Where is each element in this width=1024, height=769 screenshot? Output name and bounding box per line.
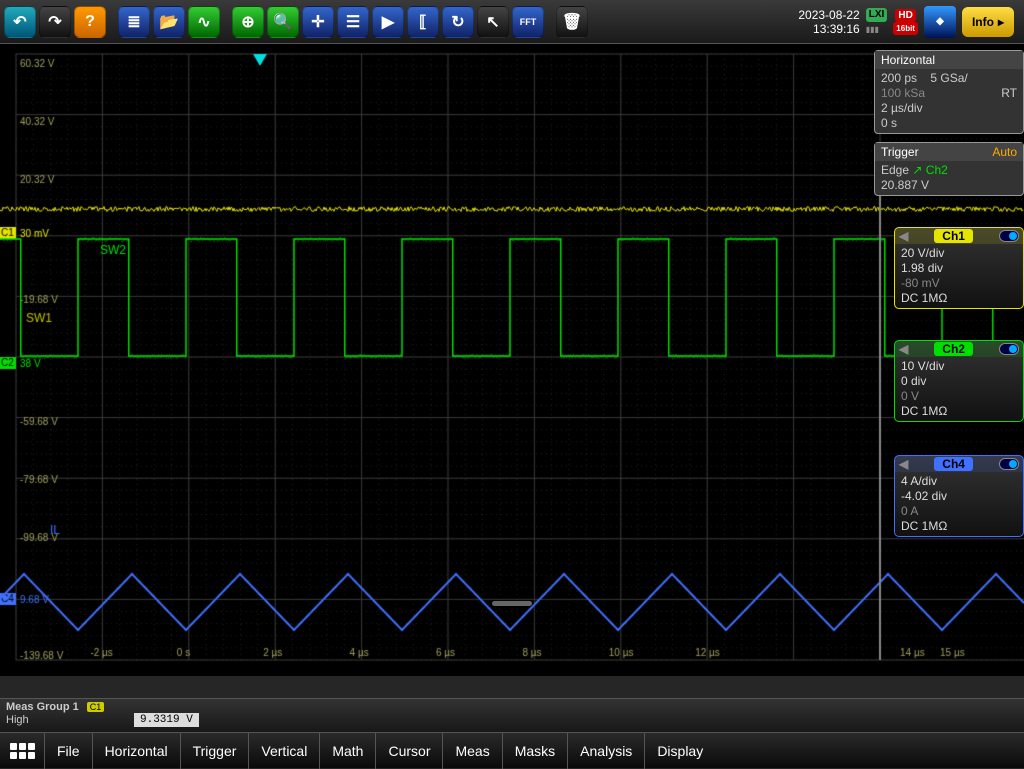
menu-analysis[interactable]: Analysis: [567, 733, 644, 769]
menu-meas[interactable]: Meas: [442, 733, 501, 769]
meas-group-label: Meas Group 1: [6, 701, 79, 713]
zoom-icon[interactable]: ⊕: [232, 6, 264, 38]
menu-display[interactable]: Display: [644, 733, 715, 769]
search-icon[interactable]: 🔍: [267, 6, 299, 38]
bracket-icon[interactable]: ⟦: [407, 6, 439, 38]
bottom-menubar: FileHorizontalTriggerVerticalMathCursorM…: [0, 732, 1024, 768]
cursor-icon[interactable]: ↖: [477, 6, 509, 38]
top-toolbar: ↶↷? ≣📂∿ ⊕🔍✛☰▶⟦↻↖FFT 🗑 2023-08-22 13:39:16 L…: [0, 0, 1024, 44]
datetime: 2023-08-22 13:39:16: [798, 8, 859, 36]
meas-name: High: [6, 714, 126, 726]
menu-masks[interactable]: Masks: [502, 733, 567, 769]
waveform-area[interactable]: Horizontal 200 ps 5 GSa/ 100 kSa RT 2 µs…: [0, 44, 1024, 676]
help-icon[interactable]: ?: [74, 6, 106, 38]
lxi-badge: LXI: [866, 8, 888, 22]
refresh-icon[interactable]: ↻: [442, 6, 474, 38]
drag-handle[interactable]: [492, 601, 532, 606]
trigger-panel[interactable]: TriggerAuto Edge ↗ Ch2 20.887 V: [874, 142, 1024, 196]
back-icon[interactable]: ↶: [4, 6, 36, 38]
meas-value: 9.3319 V: [134, 713, 199, 727]
bits-badge: 16bit: [893, 22, 918, 35]
scope-canvas[interactable]: [0, 44, 1024, 676]
channel-panel-ch4[interactable]: ◀ Ch4 4 A/div -4.02 div 0 A DC 1MΩ: [894, 455, 1024, 537]
measurement-bar: Meas Group 1 C1 High 9.3319 V: [0, 698, 1024, 732]
menu-vertical[interactable]: Vertical: [248, 733, 319, 769]
wave-icon[interactable]: ∿: [188, 6, 220, 38]
crosshair-icon[interactable]: ✛: [302, 6, 334, 38]
channel-panel-ch1[interactable]: ◀ Ch1 20 V/div 1.98 div -80 mV DC 1MΩ: [894, 227, 1024, 309]
info-button[interactable]: Info ▸: [962, 7, 1014, 37]
brand-logo: ◆: [924, 6, 956, 38]
menu-cursor[interactable]: Cursor: [375, 733, 442, 769]
menu-math[interactable]: Math: [319, 733, 375, 769]
meas-source-chip: C1: [87, 702, 105, 712]
annotate-icon[interactable]: ☰: [337, 6, 369, 38]
list-icon[interactable]: ≣: [118, 6, 150, 38]
menu-file[interactable]: File: [44, 733, 92, 769]
channel-panel-ch2[interactable]: ◀ Ch2 10 V/div 0 div 0 V DC 1MΩ: [894, 340, 1024, 422]
menu-trigger[interactable]: Trigger: [180, 733, 249, 769]
apps-button[interactable]: [0, 733, 44, 769]
hd-badge: HD: [895, 9, 915, 22]
horizontal-panel[interactable]: Horizontal 200 ps 5 GSa/ 100 kSa RT 2 µs…: [874, 50, 1024, 134]
fft-icon[interactable]: FFT: [512, 6, 544, 38]
menu-horizontal[interactable]: Horizontal: [92, 733, 180, 769]
open-icon[interactable]: 📂: [153, 6, 185, 38]
select-icon[interactable]: ▶: [372, 6, 404, 38]
trash-icon[interactable]: 🗑: [556, 6, 588, 38]
forward-icon[interactable]: ↷: [39, 6, 71, 38]
